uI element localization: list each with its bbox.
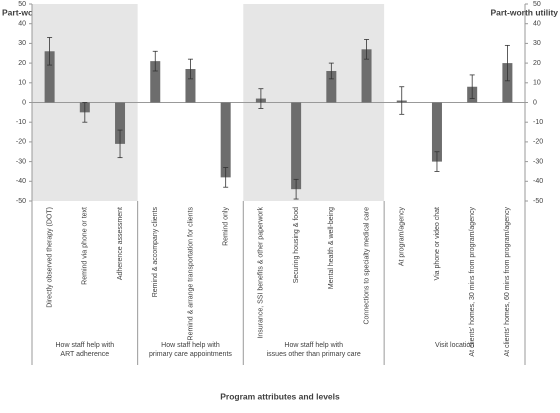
- y2-tick-label: -30: [533, 158, 543, 165]
- group-label: primary care appointments: [149, 351, 232, 358]
- y2-tick-label: -40: [533, 178, 543, 185]
- x-tick-label: At clients' homes, 60 mins from program/…: [504, 207, 511, 357]
- y-tick-label: 0: [22, 99, 26, 106]
- y2-tick-label: 10: [533, 80, 541, 87]
- y-tick-label: -10: [16, 119, 26, 126]
- x-tick-label: Remind via phone or text: [82, 207, 89, 285]
- group-label: Visit location: [435, 342, 474, 349]
- x-tick-label: Insurance, SSI benefits & other paperwor…: [258, 207, 265, 339]
- bar: [291, 102, 302, 190]
- x-tick-label: At clients' homes, 30 mins from program/…: [469, 207, 476, 357]
- y2-tick-label: 30: [533, 40, 541, 47]
- x-tick-label: Adherence assessment: [117, 207, 124, 280]
- y-tick-label: 10: [18, 80, 26, 87]
- y2-axis-title: Part-worth utility: [490, 7, 558, 17]
- y-tick-label: -50: [16, 198, 26, 205]
- y2-tick-label: 50: [533, 1, 541, 8]
- group-label: issues other than primary care: [267, 351, 361, 358]
- y2-tick-label: 40: [533, 21, 541, 28]
- x-tick-label: Directly observed therapy (DOT): [46, 207, 53, 308]
- y-tick-label: 40: [18, 21, 26, 28]
- bar: [361, 49, 372, 103]
- group-label: ART adherence: [60, 351, 109, 358]
- error-bar: [47, 37, 53, 66]
- error-bar: [469, 74, 475, 99]
- error-bar: [434, 151, 440, 172]
- y-tick-label: 20: [18, 60, 26, 67]
- x-tick-label: Connections to specialty medical care: [363, 207, 370, 325]
- x-tick-label: Remind only: [223, 207, 230, 246]
- error-bar: [293, 178, 299, 200]
- y2-tick-label: -10: [533, 119, 543, 126]
- group-label: How staff help with: [56, 342, 115, 349]
- y-tick-label: -30: [16, 158, 26, 165]
- error-bar: [328, 62, 334, 80]
- error-bar: [152, 50, 158, 72]
- error-bar: [364, 39, 370, 60]
- bar: [502, 63, 513, 103]
- y-tick-label: 50: [18, 1, 26, 8]
- bar: [185, 69, 196, 103]
- bar: [431, 102, 442, 162]
- x-tick-label: Remind & arrange transportation for clie…: [187, 207, 194, 341]
- error-bar: [82, 102, 88, 123]
- group-label: How staff help with: [161, 342, 220, 349]
- error-bar: [223, 167, 229, 188]
- x-tick-label: Remind & accompany clients: [152, 207, 159, 298]
- y2-tick-label: 20: [533, 60, 541, 67]
- y-tick-label: 30: [18, 40, 26, 47]
- x-tick-label: Mental health & well-being: [328, 207, 335, 289]
- error-bar: [258, 88, 264, 109]
- error-bar: [504, 44, 510, 82]
- bar: [150, 61, 161, 103]
- x-tick-label: At program/agency: [399, 207, 406, 267]
- x-tick-label: Via phone or video chat: [434, 207, 441, 280]
- bar: [44, 51, 55, 103]
- bar: [326, 70, 337, 103]
- error-bar: [187, 58, 193, 80]
- error-bar: [117, 129, 123, 159]
- bar: [115, 102, 126, 144]
- y-tick-label: -20: [16, 139, 26, 146]
- y2-tick-label: 0: [533, 99, 537, 106]
- y-tick-label: -40: [16, 178, 26, 185]
- x-tick-label: Securing housing & food: [293, 207, 300, 283]
- x-axis-title: Program attributes and levels: [220, 391, 340, 401]
- group-label: How staff help with: [284, 342, 343, 349]
- error-bar: [399, 86, 405, 115]
- y2-tick-label: -20: [533, 139, 543, 146]
- bar: [220, 102, 231, 178]
- y2-tick-label: -50: [533, 198, 543, 205]
